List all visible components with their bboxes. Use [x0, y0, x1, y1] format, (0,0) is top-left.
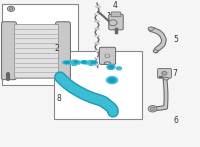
Text: 3: 3 [107, 53, 111, 62]
FancyBboxPatch shape [111, 12, 121, 17]
Ellipse shape [68, 84, 74, 88]
Ellipse shape [90, 61, 97, 64]
Bar [14, 24, 58, 78]
Ellipse shape [95, 21, 99, 22]
Circle shape [7, 6, 15, 11]
Ellipse shape [109, 78, 115, 82]
Ellipse shape [95, 13, 99, 15]
Ellipse shape [96, 50, 98, 51]
Ellipse shape [95, 43, 99, 44]
FancyBboxPatch shape [68, 61, 80, 65]
Text: 8: 8 [57, 94, 61, 103]
Ellipse shape [153, 50, 158, 52]
Ellipse shape [96, 6, 100, 7]
Text: 1: 1 [107, 12, 111, 21]
Circle shape [105, 54, 110, 58]
FancyBboxPatch shape [99, 47, 116, 64]
Text: 7: 7 [173, 69, 177, 78]
Ellipse shape [95, 35, 99, 37]
FancyBboxPatch shape [158, 69, 171, 78]
Ellipse shape [95, 64, 98, 65]
Bar [2, 4, 78, 85]
FancyBboxPatch shape [56, 22, 70, 80]
Text: 2: 2 [55, 44, 59, 53]
Ellipse shape [74, 61, 78, 63]
Circle shape [109, 20, 117, 26]
Ellipse shape [95, 50, 99, 51]
Ellipse shape [107, 77, 118, 84]
FancyBboxPatch shape [85, 61, 96, 65]
Ellipse shape [57, 74, 61, 78]
Ellipse shape [96, 21, 98, 22]
Text: 6: 6 [174, 116, 178, 125]
Ellipse shape [95, 57, 99, 59]
Ellipse shape [95, 28, 99, 29]
Ellipse shape [109, 65, 113, 68]
Ellipse shape [94, 64, 99, 65]
Ellipse shape [96, 43, 98, 44]
FancyBboxPatch shape [89, 60, 93, 66]
Ellipse shape [80, 61, 88, 64]
Ellipse shape [96, 58, 98, 59]
Ellipse shape [82, 61, 86, 63]
Text: 4: 4 [113, 1, 117, 10]
FancyBboxPatch shape [109, 14, 123, 30]
FancyBboxPatch shape [2, 22, 16, 80]
Bar [54, 51, 142, 119]
Ellipse shape [97, 6, 99, 7]
FancyBboxPatch shape [72, 60, 77, 66]
Circle shape [9, 7, 13, 10]
Circle shape [162, 71, 167, 75]
Ellipse shape [107, 64, 115, 70]
Circle shape [148, 106, 157, 112]
Ellipse shape [92, 61, 96, 63]
Ellipse shape [163, 77, 169, 80]
Ellipse shape [148, 27, 154, 30]
Ellipse shape [96, 28, 98, 29]
Ellipse shape [62, 61, 72, 64]
Circle shape [106, 55, 109, 57]
Circle shape [150, 107, 155, 111]
Ellipse shape [56, 73, 62, 79]
Text: 5: 5 [174, 35, 178, 44]
Ellipse shape [65, 62, 69, 63]
Ellipse shape [73, 60, 79, 64]
Ellipse shape [104, 62, 111, 65]
Ellipse shape [116, 67, 122, 70]
